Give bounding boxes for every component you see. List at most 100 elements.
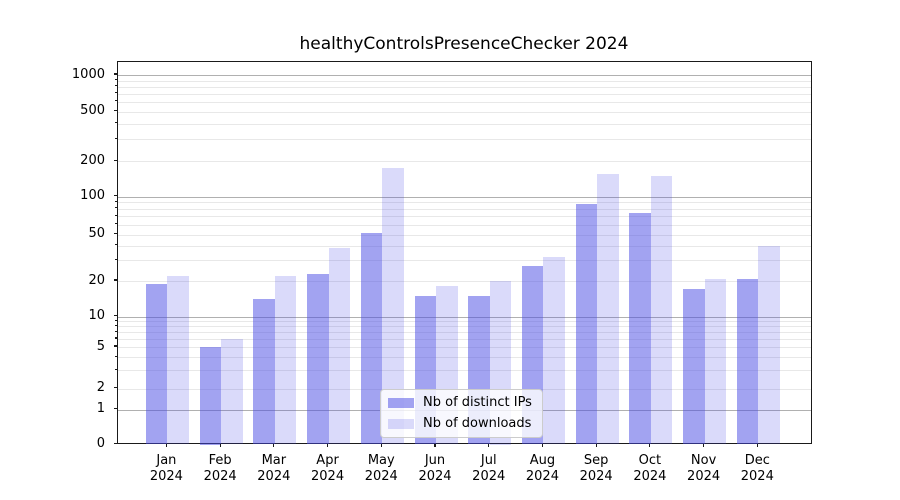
- y-tick-mark-0: [113, 442, 117, 445]
- x-tick-label-year: 2024: [525, 469, 559, 484]
- x-tick-label-year: 2024: [740, 469, 774, 484]
- x-tick-label-month: Jan: [156, 453, 177, 468]
- y-minor-tick-mark-9: [115, 319, 117, 321]
- x-tick-mark-aug-2024: [541, 443, 544, 447]
- y-minor-tick-mark-4: [115, 355, 117, 357]
- x-tick-mark-dec-2024: [756, 443, 758, 447]
- gridline-minor-200: [118, 161, 811, 163]
- x-tick-label-month: Aug: [529, 453, 556, 468]
- gridline-minor-300: [118, 139, 811, 141]
- bar-nov-2024-series1: [683, 289, 705, 445]
- x-tick-label-year: 2024: [472, 469, 506, 484]
- legend-label-series1: Nb of distinct IPs: [423, 395, 532, 410]
- bar-jan-2024-series2: [167, 276, 189, 445]
- gridline-minor-90: [118, 202, 811, 204]
- y-tick-label-20: 20: [88, 272, 105, 288]
- bar-jan-2024-series1: [145, 283, 168, 445]
- bar-feb-2024-series1: [199, 347, 222, 445]
- bar-mar-2024-series1: [253, 299, 275, 445]
- x-tick-label-month: Nov: [690, 453, 717, 468]
- gridline-minor-40: [118, 245, 811, 247]
- x-tick-label-aug-2024: Aug 2024: [510, 453, 574, 485]
- legend-swatch-series2: [388, 418, 414, 429]
- x-tick-mark-jul-2024: [488, 443, 490, 447]
- gridline-minor-20: [118, 281, 811, 282]
- y-tick-mark-1: [113, 407, 117, 410]
- x-tick-label-feb-2024: Feb 2024: [188, 453, 252, 485]
- y-tick-mark-100: [113, 195, 117, 197]
- gridline-minor-3: [118, 370, 811, 372]
- x-tick-label-month: Mar: [261, 453, 287, 468]
- y-tick-mark-200: [113, 159, 117, 161]
- x-tick-label-may-2024: May 2024: [349, 453, 413, 485]
- x-tick-mark-may-2024: [380, 443, 382, 447]
- gridline-minor-5: [118, 347, 811, 348]
- y-tick-mark-10: [113, 314, 117, 317]
- y-minor-tick-mark-700: [115, 92, 117, 94]
- y-tick-label-1: 1: [96, 401, 105, 416]
- bar-apr-2024-series1: [307, 273, 329, 445]
- gridline-minor-60: [118, 224, 811, 226]
- gridline-minor-700: [118, 93, 811, 95]
- x-tick-mark-sep-2024: [595, 443, 597, 447]
- bar-sep-2024-series2: [597, 174, 619, 445]
- y-minor-tick-mark-80: [115, 207, 117, 209]
- bar-nov-2024-series2: [704, 278, 727, 445]
- x-tick-mark-jun-2024: [434, 443, 436, 447]
- gridline-minor-80: [118, 208, 811, 210]
- y-tick-label-50: 50: [88, 226, 105, 241]
- gridline-minor-900: [118, 80, 811, 82]
- y-minor-tick-mark-60: [115, 222, 117, 225]
- gridline-minor-9: [118, 321, 811, 323]
- x-tick-label-month: Dec: [744, 453, 770, 468]
- gridline-minor-6: [118, 338, 811, 340]
- y-tick-label-200: 200: [80, 152, 105, 168]
- y-tick-mark-2: [113, 386, 117, 389]
- gridline-minor-8: [118, 326, 811, 328]
- x-tick-label-month: Feb: [208, 453, 232, 468]
- x-tick-mark-apr-2024: [326, 443, 329, 447]
- gridline-major-100: [118, 196, 811, 198]
- bar-aug-2024-series2: [543, 257, 565, 445]
- y-minor-tick-mark-90: [115, 200, 117, 203]
- y-minor-tick-mark-40: [115, 244, 117, 246]
- gridline-minor-70: [118, 216, 811, 218]
- gridline-minor-800: [118, 86, 811, 88]
- y-tick-label-500: 500: [80, 103, 105, 118]
- x-tick-label-jun-2024: Jun 2024: [403, 453, 467, 485]
- x-tick-label-mar-2024: Mar 2024: [242, 453, 306, 485]
- y-minor-tick-mark-30: [115, 258, 117, 260]
- y-tick-mark-20: [113, 279, 117, 281]
- x-tick-label-year: 2024: [418, 469, 452, 484]
- y-tick-mark-5: [113, 345, 117, 347]
- bar-dec-2024-series1: [736, 278, 759, 445]
- gridline-minor-7: [118, 332, 811, 334]
- y-minor-tick-mark-300: [115, 137, 117, 139]
- bar-oct-2024-series1: [629, 213, 651, 445]
- x-tick-label-year: 2024: [633, 469, 667, 484]
- x-tick-label-year: 2024: [311, 469, 345, 484]
- y-minor-tick-mark-600: [115, 100, 117, 102]
- x-tick-label-nov-2024: Nov 2024: [672, 453, 736, 485]
- y-minor-tick-mark-3: [115, 368, 117, 370]
- bar-may-2024-series2: [382, 168, 404, 445]
- y-minor-tick-mark-7: [115, 330, 117, 332]
- y-tick-label-0: 0: [96, 436, 105, 451]
- y-tick-label-10: 10: [88, 308, 105, 323]
- y-tick-label-2: 2: [96, 380, 105, 395]
- gridline-minor-50: [118, 234, 811, 236]
- y-minor-tick-mark-70: [115, 214, 117, 216]
- x-tick-label-month: Sep: [583, 453, 609, 468]
- x-tick-label-year: 2024: [149, 469, 183, 484]
- x-tick-label-month: Oct: [638, 453, 662, 468]
- x-tick-label-month: May: [367, 453, 395, 468]
- gridline-major-10: [118, 316, 811, 318]
- gridline-minor-500: [118, 111, 811, 113]
- gridline-minor-4: [118, 357, 811, 359]
- gridline-minor-30: [118, 260, 811, 262]
- y-tick-label-5: 5: [96, 338, 105, 354]
- x-tick-label-apr-2024: Apr 2024: [296, 453, 360, 485]
- bar-apr-2024-series2: [328, 248, 351, 445]
- bar-feb-2024-series2: [221, 338, 243, 445]
- x-tick-label-sep-2024: Sep 2024: [564, 453, 628, 485]
